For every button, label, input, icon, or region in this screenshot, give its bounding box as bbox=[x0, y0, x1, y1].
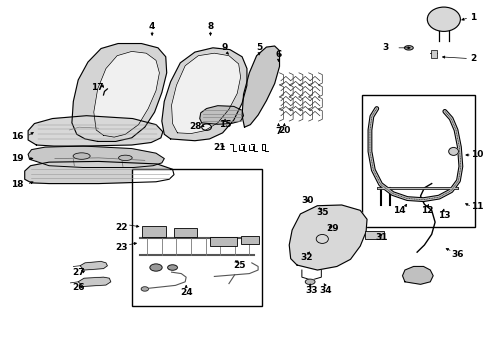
Text: 29: 29 bbox=[326, 224, 339, 233]
Text: 12: 12 bbox=[420, 206, 432, 215]
Text: 6: 6 bbox=[275, 50, 281, 59]
Bar bbox=[174, 228, 197, 237]
Text: 13: 13 bbox=[437, 211, 449, 220]
Bar bbox=[142, 226, 165, 237]
Polygon shape bbox=[162, 48, 246, 141]
Text: 31: 31 bbox=[375, 233, 387, 242]
Text: 25: 25 bbox=[233, 261, 245, 270]
Ellipse shape bbox=[427, 7, 459, 31]
Text: 30: 30 bbox=[301, 196, 313, 205]
Text: 16: 16 bbox=[11, 132, 23, 141]
Text: 35: 35 bbox=[315, 208, 328, 217]
Text: 32: 32 bbox=[300, 253, 312, 262]
Ellipse shape bbox=[150, 264, 162, 271]
Ellipse shape bbox=[305, 279, 314, 284]
Text: 20: 20 bbox=[278, 126, 290, 135]
Bar bbox=[240, 237, 259, 244]
Ellipse shape bbox=[118, 155, 132, 161]
Text: 1: 1 bbox=[469, 13, 475, 22]
Text: 28: 28 bbox=[189, 122, 202, 131]
Text: 34: 34 bbox=[319, 285, 332, 294]
Text: 18: 18 bbox=[11, 180, 23, 189]
Ellipse shape bbox=[448, 148, 458, 156]
Text: 4: 4 bbox=[149, 22, 155, 31]
Text: 10: 10 bbox=[470, 150, 482, 159]
Ellipse shape bbox=[404, 46, 412, 50]
Text: 14: 14 bbox=[392, 206, 405, 215]
Text: 22: 22 bbox=[116, 222, 128, 231]
Text: 33: 33 bbox=[305, 285, 317, 294]
Text: 26: 26 bbox=[72, 283, 84, 292]
Polygon shape bbox=[28, 146, 164, 167]
Polygon shape bbox=[288, 205, 366, 270]
Text: 8: 8 bbox=[207, 22, 213, 31]
Ellipse shape bbox=[141, 287, 148, 291]
Text: 2: 2 bbox=[469, 54, 475, 63]
Bar bbox=[365, 231, 383, 239]
Polygon shape bbox=[72, 44, 166, 141]
Ellipse shape bbox=[73, 153, 90, 159]
Polygon shape bbox=[78, 277, 111, 287]
Bar bbox=[362, 95, 474, 227]
Ellipse shape bbox=[167, 265, 177, 270]
Text: 3: 3 bbox=[382, 43, 388, 52]
Polygon shape bbox=[200, 106, 243, 124]
Text: 21: 21 bbox=[213, 143, 225, 152]
Polygon shape bbox=[25, 161, 174, 184]
Bar bbox=[430, 50, 436, 58]
Text: 15: 15 bbox=[218, 120, 231, 129]
Text: 24: 24 bbox=[180, 288, 192, 297]
Text: 23: 23 bbox=[116, 243, 128, 252]
Text: 9: 9 bbox=[222, 43, 228, 52]
Polygon shape bbox=[28, 116, 163, 146]
Bar bbox=[210, 237, 237, 246]
Polygon shape bbox=[80, 261, 107, 270]
Polygon shape bbox=[171, 53, 240, 134]
Polygon shape bbox=[94, 51, 159, 137]
Text: 7: 7 bbox=[275, 127, 281, 136]
Polygon shape bbox=[402, 266, 432, 284]
Text: 27: 27 bbox=[72, 268, 84, 277]
Text: 11: 11 bbox=[470, 202, 482, 211]
Polygon shape bbox=[242, 46, 279, 127]
Bar bbox=[131, 169, 262, 306]
Text: 19: 19 bbox=[11, 154, 23, 163]
Text: 36: 36 bbox=[450, 250, 463, 259]
Text: 17: 17 bbox=[91, 83, 104, 92]
Text: 5: 5 bbox=[255, 43, 262, 52]
